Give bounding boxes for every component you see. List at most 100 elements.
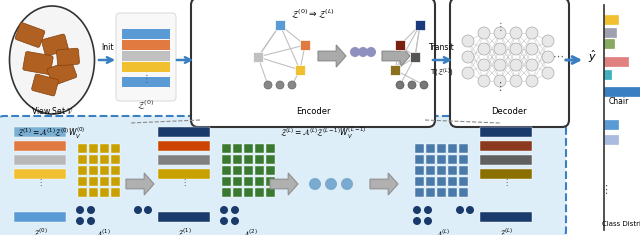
Bar bbox=[415, 166, 424, 175]
Circle shape bbox=[144, 206, 152, 214]
Bar bbox=[604, 87, 640, 97]
Bar bbox=[111, 177, 120, 186]
Bar bbox=[100, 155, 109, 164]
Text: Decoder: Decoder bbox=[491, 107, 527, 116]
Polygon shape bbox=[126, 173, 154, 195]
Bar bbox=[78, 155, 87, 164]
Bar bbox=[415, 188, 424, 197]
Bar bbox=[437, 155, 446, 164]
Circle shape bbox=[350, 47, 360, 57]
Bar bbox=[459, 166, 468, 175]
Bar bbox=[480, 212, 532, 222]
Bar bbox=[266, 177, 275, 186]
Bar bbox=[122, 77, 170, 87]
Bar bbox=[100, 144, 109, 153]
Bar bbox=[604, 28, 616, 38]
Bar bbox=[255, 177, 264, 186]
Circle shape bbox=[510, 43, 522, 55]
FancyBboxPatch shape bbox=[0, 0, 566, 127]
Circle shape bbox=[276, 81, 284, 89]
Polygon shape bbox=[370, 173, 398, 195]
Circle shape bbox=[220, 206, 228, 214]
Bar bbox=[426, 155, 435, 164]
Bar bbox=[78, 166, 87, 175]
Bar bbox=[255, 188, 264, 197]
Text: $\mathcal{Z}^{(1)}$: $\mathcal{Z}^{(1)}$ bbox=[177, 227, 191, 235]
Bar bbox=[604, 70, 612, 80]
Bar bbox=[437, 188, 446, 197]
Bar bbox=[244, 144, 253, 153]
Bar bbox=[415, 155, 424, 164]
FancyBboxPatch shape bbox=[450, 0, 569, 127]
Text: ⋮: ⋮ bbox=[600, 185, 612, 195]
Bar bbox=[448, 144, 457, 153]
Bar bbox=[415, 20, 425, 30]
Circle shape bbox=[466, 206, 474, 214]
Circle shape bbox=[231, 206, 239, 214]
Circle shape bbox=[424, 217, 432, 225]
Circle shape bbox=[478, 27, 490, 39]
Text: $\mathcal{A}^{(2)}$: $\mathcal{A}^{(2)}$ bbox=[242, 227, 258, 235]
Bar bbox=[14, 169, 66, 179]
Bar bbox=[480, 141, 532, 151]
FancyBboxPatch shape bbox=[42, 34, 68, 56]
Bar bbox=[395, 40, 405, 50]
Circle shape bbox=[288, 81, 296, 89]
Circle shape bbox=[542, 67, 554, 79]
Text: $\mathcal{A}^{(1)}$: $\mathcal{A}^{(1)}$ bbox=[95, 227, 111, 235]
Bar bbox=[111, 166, 120, 175]
Bar bbox=[275, 20, 285, 30]
Bar bbox=[158, 212, 210, 222]
Text: Init: Init bbox=[100, 43, 113, 52]
Bar bbox=[266, 144, 275, 153]
Circle shape bbox=[510, 27, 522, 39]
Bar bbox=[14, 127, 66, 137]
Bar bbox=[158, 127, 210, 137]
FancyBboxPatch shape bbox=[116, 13, 176, 101]
Bar bbox=[158, 169, 210, 179]
Bar bbox=[255, 144, 264, 153]
Bar bbox=[233, 177, 242, 186]
Bar bbox=[78, 144, 87, 153]
Text: ⋮: ⋮ bbox=[495, 82, 506, 92]
Bar bbox=[604, 57, 628, 67]
Circle shape bbox=[462, 35, 474, 47]
Text: ⋮: ⋮ bbox=[141, 74, 151, 84]
Bar bbox=[266, 155, 275, 164]
Bar bbox=[426, 177, 435, 186]
Circle shape bbox=[413, 217, 421, 225]
Circle shape bbox=[309, 178, 321, 190]
Text: $\mathcal{Z}^{(L)} = \mathcal{A}^{(L)}\mathcal{Z}^{(L-1)}W_V^{(L-1)}$: $\mathcal{Z}^{(L)} = \mathcal{A}^{(L)}\m… bbox=[280, 126, 367, 141]
Polygon shape bbox=[382, 45, 410, 67]
Circle shape bbox=[456, 206, 464, 214]
Bar bbox=[14, 212, 66, 222]
FancyBboxPatch shape bbox=[15, 23, 45, 47]
Bar bbox=[448, 188, 457, 197]
Circle shape bbox=[478, 75, 490, 87]
Circle shape bbox=[510, 75, 522, 87]
Bar bbox=[89, 166, 98, 175]
Bar bbox=[244, 188, 253, 197]
FancyBboxPatch shape bbox=[0, 116, 566, 235]
Circle shape bbox=[231, 217, 239, 225]
Circle shape bbox=[358, 47, 368, 57]
Bar bbox=[437, 144, 446, 153]
Text: ⋮: ⋮ bbox=[502, 179, 510, 188]
Text: $\mathcal{Z}^{(0)} \Rightarrow \mathcal{Z}^{(L)}$: $\mathcal{Z}^{(0)} \Rightarrow \mathcal{… bbox=[291, 8, 335, 21]
Bar bbox=[222, 188, 231, 197]
Circle shape bbox=[76, 217, 84, 225]
Circle shape bbox=[87, 217, 95, 225]
Text: Class Distribution: Class Distribution bbox=[602, 221, 640, 227]
Text: ⋮: ⋮ bbox=[36, 179, 44, 188]
Bar bbox=[100, 188, 109, 197]
Text: ⋮: ⋮ bbox=[180, 179, 188, 188]
Bar bbox=[233, 155, 242, 164]
Bar bbox=[437, 166, 446, 175]
Circle shape bbox=[341, 178, 353, 190]
Text: $\mathcal{Z}^{(L)}$: $\mathcal{Z}^{(L)}$ bbox=[499, 227, 513, 235]
Circle shape bbox=[366, 47, 376, 57]
Bar bbox=[604, 120, 620, 130]
Bar bbox=[426, 188, 435, 197]
Bar bbox=[295, 65, 305, 75]
Bar bbox=[266, 188, 275, 197]
